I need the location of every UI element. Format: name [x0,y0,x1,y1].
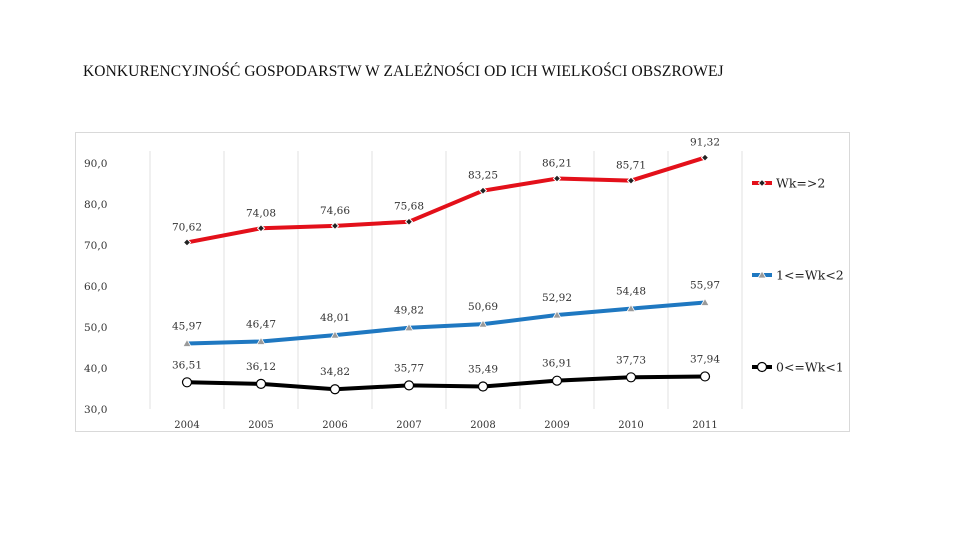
data-label: 36,12 [246,361,276,373]
x-tick-label: 2009 [544,420,569,431]
series-line-1 [185,155,707,245]
data-label: 85,71 [616,160,646,172]
x-tick-label: 2007 [396,420,421,431]
y-tick-label: 70,0 [84,240,107,252]
data-label: 35,49 [468,363,498,375]
data-point-marker [478,319,488,328]
data-label: 50,69 [468,301,498,313]
legend-marker [757,178,767,188]
data-point-marker [181,377,193,388]
x-tick-label: 2005 [248,420,273,431]
legend-label: 0<=Wk<1 [776,360,844,375]
data-point-marker [404,217,414,226]
data-point-marker [182,338,192,347]
x-tick-label: 2011 [692,420,717,431]
data-point-marker [700,153,710,162]
x-tick-label: 2008 [470,420,495,431]
y-tick-label: 50,0 [84,322,107,334]
data-point-marker [552,310,562,319]
data-point-marker [330,330,340,339]
series-line-2 [185,300,707,346]
data-label: 49,82 [394,305,424,317]
x-tick-label: 2010 [618,420,643,431]
y-tick-label: 40,0 [84,363,107,375]
data-point-marker [330,221,340,231]
data-label: 36,51 [172,359,202,371]
y-tick-label: 30,0 [84,404,107,416]
data-label: 74,08 [246,207,276,219]
x-tick-label: 2006 [322,420,347,431]
series-line-3 [185,374,707,392]
data-point-marker [403,380,415,391]
data-point-marker [256,336,266,345]
data-label: 52,92 [542,292,572,304]
data-label: 55,97 [690,280,720,292]
y-tick-label: 80,0 [84,199,107,211]
data-label: 37,94 [690,353,720,365]
data-point-marker [477,381,489,392]
data-point-marker [329,384,341,395]
data-point-marker [625,372,637,383]
y-tick-label: 60,0 [84,281,107,293]
data-point-marker [478,186,488,195]
data-label: 54,48 [616,286,646,298]
data-label: 70,62 [172,221,202,233]
data-label: 34,82 [320,366,350,378]
data-point-marker [699,371,711,382]
legend-label: 1<=Wk<2 [776,268,844,283]
x-tick-label: 2004 [174,420,199,431]
legend-marker [757,270,767,279]
data-label: 75,68 [394,201,424,213]
data-point-marker [626,176,636,185]
y-tick-label: 90,0 [84,158,107,170]
data-label: 91,32 [690,137,720,149]
data-point-marker [626,303,636,313]
data-label: 74,66 [320,205,350,217]
data-point-marker [182,238,192,247]
data-point-marker [256,224,266,233]
slide-title: KONKURENCYJNOŚĆ GOSPODARSTW W ZALEŻNOŚCI… [83,63,724,80]
data-label: 37,73 [616,354,646,366]
data-point-marker [255,378,267,390]
data-label: 86,21 [542,158,572,170]
legend-label: Wk=>2 [776,176,825,191]
data-point-marker [404,322,414,332]
data-label: 35,77 [394,362,424,374]
data-label: 36,91 [542,358,572,370]
data-point-marker [700,297,710,306]
data-point-marker [552,174,562,183]
data-label: 46,47 [246,318,276,330]
data-point-marker [551,375,563,386]
data-label: 48,01 [320,312,350,324]
data-label: 45,97 [172,321,202,333]
legend-marker [756,361,768,373]
data-label: 83,25 [468,170,498,182]
